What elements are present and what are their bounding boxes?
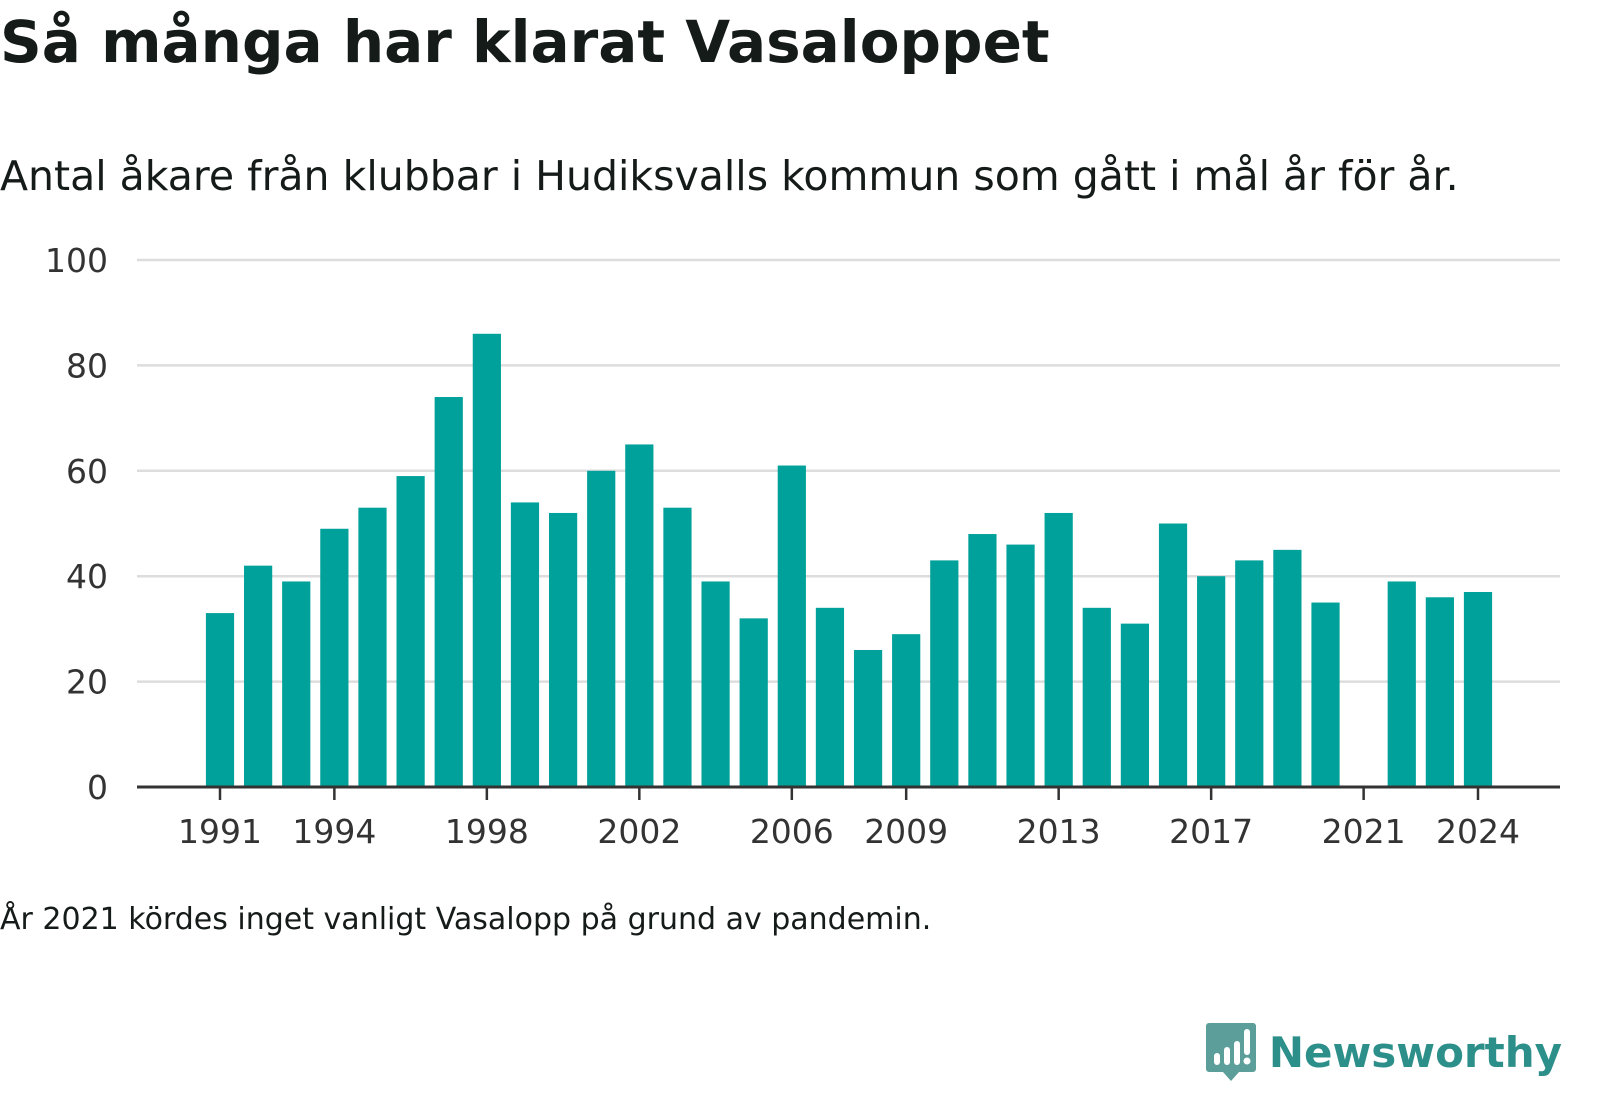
bar — [701, 581, 730, 787]
bar — [282, 581, 311, 787]
x-tick-label: 2013 — [1017, 812, 1101, 851]
bar — [1082, 607, 1111, 787]
bar — [815, 607, 845, 787]
bar — [777, 465, 806, 787]
bar-chart: 1991 1994 1998 2002 2006 2009 2013 2017 2021 2024… — [45, 241, 1560, 851]
chart-subtitle: Antal åkare från klubbar i Hudiksvalls k… — [0, 152, 1459, 200]
x-tick-label: 2021 — [1322, 812, 1406, 851]
bar — [472, 333, 501, 787]
bar — [205, 613, 235, 787]
x-tick-label: 1998 — [445, 812, 529, 851]
bar — [396, 476, 425, 787]
bar — [1120, 623, 1150, 787]
x-tick-label: 2009 — [864, 812, 948, 851]
y-tick-label: 20 — [66, 663, 108, 702]
bar — [320, 528, 349, 787]
bar — [244, 565, 273, 787]
y-tick-label: 40 — [66, 557, 108, 596]
brand-logo: Newsworthy — [1205, 1014, 1562, 1090]
bar — [434, 397, 463, 787]
bar — [1158, 523, 1188, 787]
x-tick-label: 2002 — [597, 812, 681, 851]
bar — [739, 618, 768, 787]
bar — [930, 560, 959, 787]
bar — [1463, 592, 1493, 787]
x-axis: 1991 1994 1998 2002 2006 2009 2013 2017 2021 2024 — [137, 785, 1560, 851]
x-tick-label: 1994 — [292, 812, 376, 851]
y-tick-label: 80 — [66, 346, 108, 385]
bar — [1273, 549, 1302, 787]
bar — [1006, 544, 1035, 787]
y-tick-label: 0 — [87, 768, 108, 807]
x-tick-label: 1991 — [178, 812, 262, 851]
y-tick-label: 100 — [45, 241, 108, 280]
chart-title: Så många har klarat Vasaloppet — [0, 8, 1050, 76]
bar — [663, 507, 692, 787]
x-tick-label: 2017 — [1169, 812, 1253, 851]
x-tick-label: 2024 — [1436, 812, 1520, 851]
y-tick-label: 60 — [66, 452, 108, 491]
gridlines — [137, 258, 1560, 683]
bar — [1235, 560, 1264, 787]
y-axis-labels: 0 20 40 60 80 100 — [45, 241, 108, 807]
newsworthy-logo-icon — [1205, 1023, 1256, 1081]
bar — [853, 649, 883, 787]
bar — [1311, 602, 1340, 787]
bar — [510, 502, 540, 787]
brand-name: Newsworthy — [1268, 1027, 1562, 1077]
bar — [1387, 581, 1416, 787]
bars — [205, 333, 1493, 787]
bar — [358, 507, 387, 787]
bar — [548, 512, 578, 787]
bar — [892, 634, 921, 787]
bar — [587, 470, 616, 787]
bar — [1044, 512, 1073, 787]
bar — [968, 534, 997, 787]
x-tick-label: 2006 — [750, 812, 834, 851]
bar — [1197, 576, 1226, 787]
bar — [1425, 597, 1454, 787]
bar — [625, 444, 654, 787]
footnote: År 2021 kördes inget vanligt Vasalopp på… — [0, 902, 932, 937]
